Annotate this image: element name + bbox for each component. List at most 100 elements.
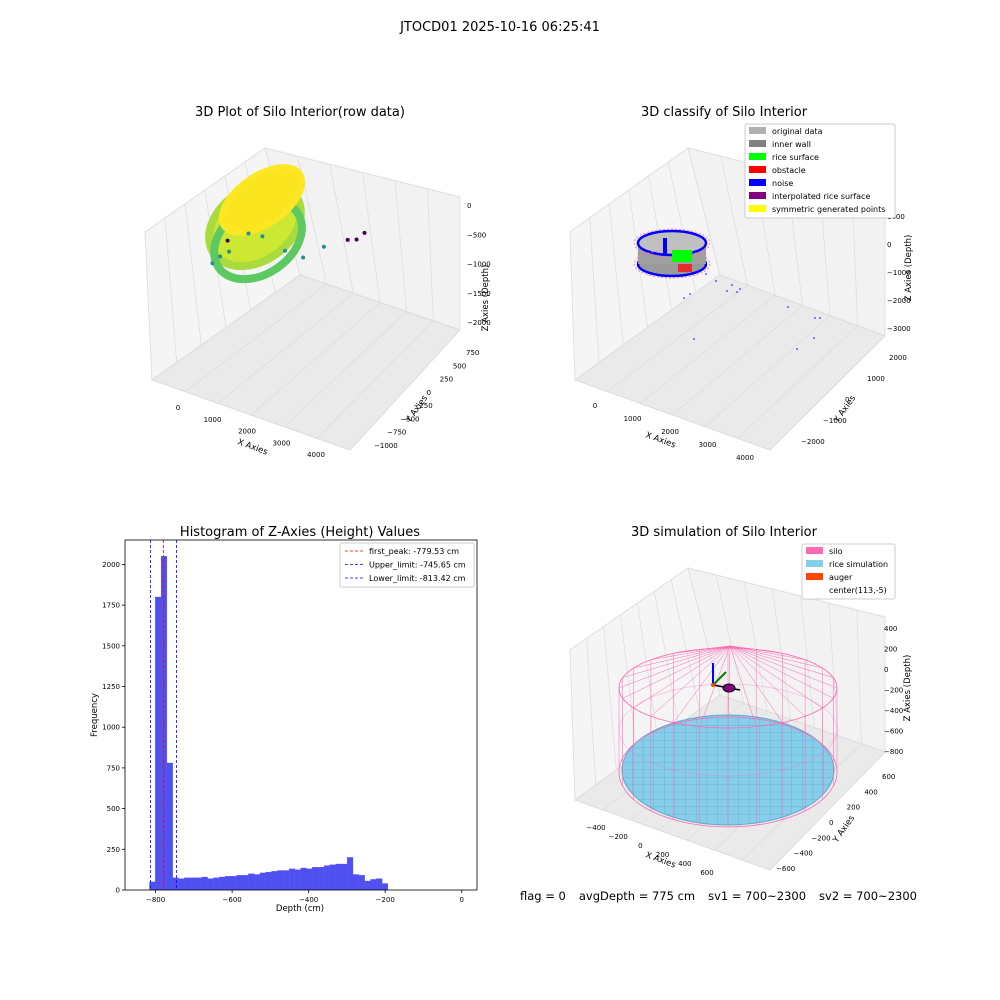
legend-label: first_peak: -779.53 cm [369,547,459,556]
histogram-bar [155,596,162,891]
avg-depth-text: avgDepth = 775 cm [578,889,696,903]
legend-label: rice simulation [829,560,888,569]
legend-label: auger [829,573,853,582]
noise-point [813,337,815,339]
y-tick-label: 200 [847,804,860,812]
noise-point [736,291,738,293]
y-tick-label: 1500 [102,642,120,650]
legend-label: interpolated rice surface [772,192,870,201]
legend-swatch [806,560,823,567]
raw-plot-panel: 3D Plot of Silo Interior(row data) 0 1000… [143,105,491,459]
noise-point [731,284,733,286]
x-tick-label: 2000 [661,428,679,436]
raw-data-point [260,234,265,239]
x-tick-label: −600 [223,896,242,904]
classify-plot-title: 3D classify of Silo Interior [641,105,808,120]
raw-z-ticks: −2000 −1500 −1000 −500 0 [467,202,491,327]
raw-scatter-points [210,230,367,266]
y-tick-label: 0 [845,396,849,404]
sv1-text: sv1 = 700~2300 [708,889,807,903]
simulation-legend: silo rice simulation auger center(113,-5) [801,543,896,600]
x-tick-label: 400 [678,860,691,868]
legend-label: inner wall [772,140,811,149]
histogram-bar [248,873,255,891]
histogram-axes-frame [124,539,478,891]
x-tick-label: 0 [176,404,180,412]
legend-label: rice surface [772,153,819,162]
legend-swatch [749,127,766,134]
noise-point [739,288,741,290]
y-tick-label: −2000 [801,438,825,446]
noise-point [683,297,685,299]
histogram-bar [213,877,220,891]
legend-label: original data [772,127,823,136]
histogram-legend: first_peak: -779.53 cm Upper_limit: -745.… [339,542,475,588]
x-tick-label: 0 [459,896,463,904]
histogram-bar [347,857,354,891]
histogram-bar [329,864,336,891]
y-tick-label: −250 [413,402,432,410]
y-tick-label: 750 [107,764,120,772]
z-tick-label: 200 [884,646,897,654]
y-tick-label: 500 [453,362,466,370]
z-tick-label: 0 [884,666,888,674]
legend-label: noise [772,179,793,188]
sv2-text: sv2 = 700~2300 [819,889,917,903]
noise-point [726,290,728,292]
histogram-bar [160,556,168,891]
y-tick-label: 1750 [102,602,120,610]
legend-label: Lower_limit: -813.42 cm [369,574,466,583]
x-tick-label: 600 [700,869,713,877]
raw-data-point [354,237,359,242]
noise-point [715,280,717,282]
histogram-bar [190,877,197,891]
z-tick-label: −2000 [887,297,911,305]
histogram-bar [236,875,243,891]
legend-label: obstacle [772,166,806,175]
histogram-bar [381,883,389,891]
x-tick-label: −400 [586,824,605,832]
histogram-bar [341,863,348,891]
simulation-y-axis-label: Y Axies [831,813,858,845]
histogram-bar [271,871,278,891]
y-tick-label: −500 [400,415,419,423]
x-tick-label: 3000 [699,441,717,449]
classify-plot-grid [589,156,858,439]
raw-plot-title: 3D Plot of Silo Interior(row data) [195,105,405,120]
histogram-bar [259,872,266,891]
classify-z-axis-label: Z Axies (Depth) [904,235,914,302]
histogram-bar [277,870,284,891]
x-tick-label: 200 [656,851,669,859]
z-tick-label: 0 [467,202,471,210]
noise-point [796,348,798,350]
histogram-bar [370,879,377,891]
histogram-bar [265,871,272,891]
histogram-threshold-lines [150,540,177,890]
classify-z-ticks: −3000 −2000 −1000 0 1000 [887,213,911,333]
y-tick-label: −1000 [374,442,398,450]
histogram-bar [288,868,296,891]
legend-label: silo [829,547,843,556]
z-tick-label: −3000 [887,325,911,333]
legend-swatch [806,547,823,554]
status-footer: flag = 0 avgDepth = 775 cm sv1 = 700~2300 s… [520,889,930,903]
noise-point [819,317,821,319]
simulation-x-ticks: −400 −200 0 200 400 600 [586,824,713,877]
y-tick-label: 500 [107,805,120,813]
raw-data-point [345,237,350,242]
z-tick-label: −1000 [467,261,491,269]
y-tick-label: 1250 [102,683,120,691]
raw-data-point [225,238,230,243]
legend-label: symmetric generated points [772,205,885,214]
histogram-bar [364,880,371,891]
x-tick-label: −200 [376,896,395,904]
histogram-bar [317,867,325,891]
z-tick-label: 1000 [887,213,905,221]
y-tick-label: 0 [427,389,431,397]
histogram-bar [306,868,313,891]
legend-label: Upper_limit: -745.65 cm [369,561,466,570]
x-tick-label: −200 [609,833,628,841]
x-tick-label: 2000 [238,428,256,436]
noise-point [814,317,816,319]
y-tick-label: 0 [116,887,120,895]
